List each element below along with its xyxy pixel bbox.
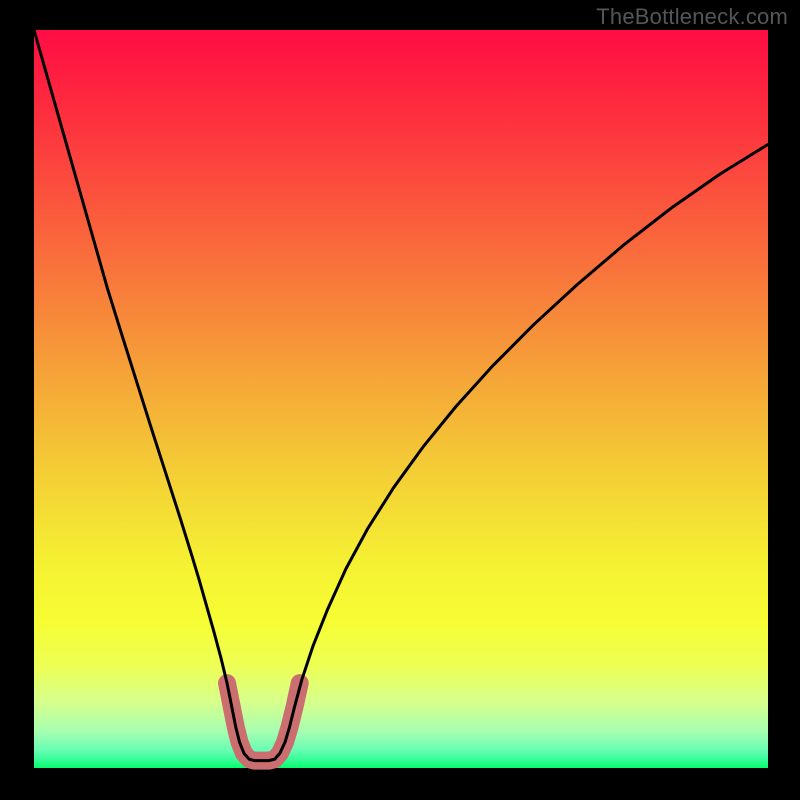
chart-container: TheBottleneck.com xyxy=(0,0,800,800)
watermark-text: TheBottleneck.com xyxy=(596,4,788,30)
plot-background xyxy=(34,30,768,768)
chart-svg xyxy=(0,0,800,800)
